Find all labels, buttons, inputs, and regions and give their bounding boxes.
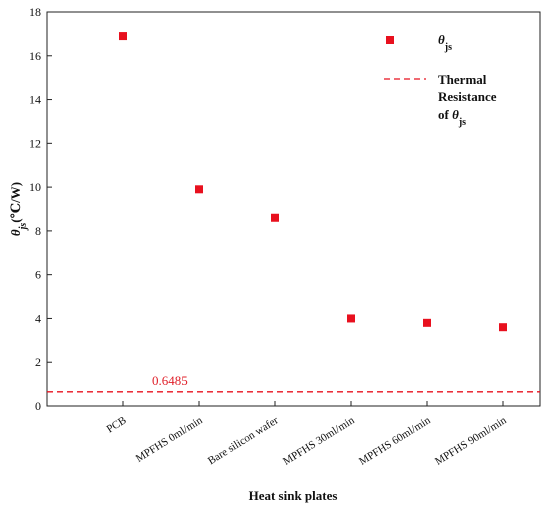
data-point bbox=[119, 32, 127, 41]
legend-series-label: θjs bbox=[438, 32, 452, 53]
legend-ref-line2: Resistance bbox=[438, 89, 497, 104]
legend: θjs Thermal Resistance of θjs bbox=[384, 32, 497, 128]
legend-ref-line1: Thermal bbox=[438, 72, 487, 87]
legend-ref-line3-symbol: θ bbox=[452, 107, 459, 122]
y-tick-label: 18 bbox=[29, 5, 41, 19]
legend-ref-line3-sub: js bbox=[458, 117, 466, 128]
data-point bbox=[347, 314, 355, 323]
x-axis: PCB MPFHS 0ml/min Bare silicon wafer MPFHS … bbox=[105, 401, 509, 468]
y-tick-label: 14 bbox=[29, 93, 41, 107]
y-tick-label: 10 bbox=[29, 180, 41, 194]
y-axis-title-unit: (℃/W) bbox=[8, 182, 23, 223]
y-axis-title-sub: js bbox=[18, 223, 29, 232]
y-tick-label: 12 bbox=[29, 136, 41, 150]
legend-marker-square bbox=[386, 36, 394, 44]
data-point bbox=[271, 213, 279, 222]
x-axis-title: Heat sink plates bbox=[249, 488, 338, 503]
legend-series-symbol: θ bbox=[438, 32, 445, 47]
y-tick-label: 4 bbox=[35, 311, 41, 325]
reference-line-label: 0.6485 bbox=[152, 373, 188, 388]
legend-series-sub: js bbox=[444, 42, 452, 53]
x-category-label: MPFHS 90ml/min bbox=[433, 414, 509, 468]
y-tick-label: 6 bbox=[35, 268, 41, 282]
data-markers bbox=[119, 32, 507, 332]
y-tick-label: 2 bbox=[35, 355, 41, 369]
plot-frame bbox=[46, 11, 541, 407]
legend-ref-line3: of θjs bbox=[438, 107, 466, 128]
data-point bbox=[499, 323, 507, 332]
data-point bbox=[423, 318, 431, 327]
x-category-label: Bare silicon wafer bbox=[206, 414, 281, 467]
legend-ref-line3-prefix: of bbox=[438, 107, 452, 122]
y-axis: 0 2 4 6 8 10 12 14 16 18 bbox=[29, 5, 52, 413]
y-tick-label: 8 bbox=[35, 224, 41, 238]
x-category-label: MPFHS 60ml/min bbox=[357, 414, 433, 468]
x-category-label: PCB bbox=[105, 414, 129, 435]
y-tick-label: 16 bbox=[29, 49, 41, 63]
y-axis-title-symbol: θ bbox=[8, 229, 23, 236]
data-point bbox=[195, 185, 203, 194]
y-axis-title: θjs(℃/W) bbox=[8, 182, 29, 236]
x-category-label: MPFHS 0ml/min bbox=[134, 414, 205, 465]
x-category-label: MPFHS 30ml/min bbox=[281, 414, 357, 468]
y-tick-label: 0 bbox=[35, 399, 41, 413]
